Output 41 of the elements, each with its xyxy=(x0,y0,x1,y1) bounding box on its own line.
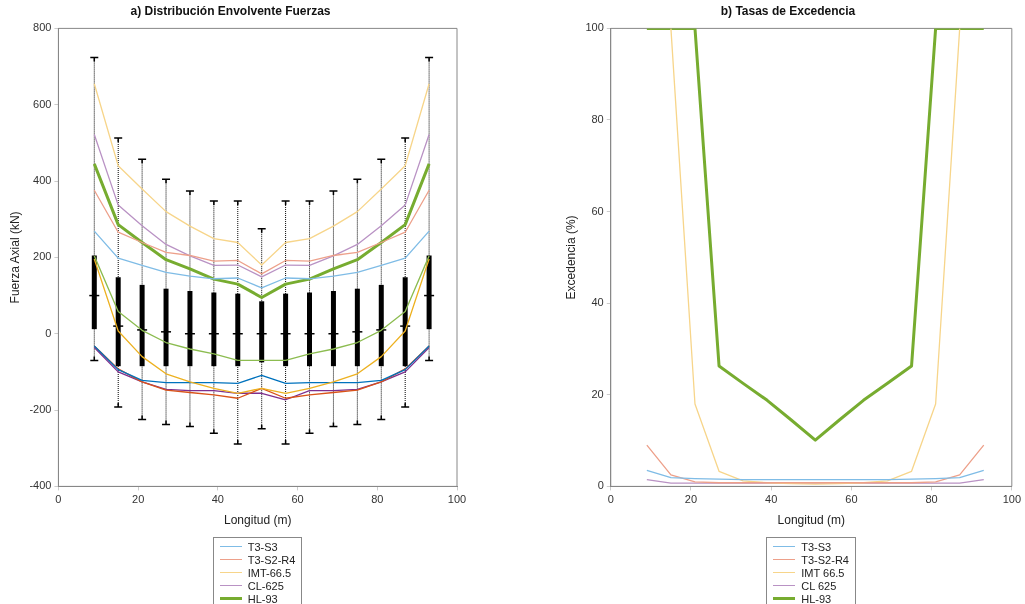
x-tick-label: 60 xyxy=(291,493,304,506)
x-tick-label: 40 xyxy=(211,493,224,506)
x-tick-label: 40 xyxy=(765,493,778,506)
x-tick-label: 0 xyxy=(607,493,614,506)
y-tick-label: 0 xyxy=(45,326,52,339)
y-tick-label: -400 xyxy=(29,479,52,492)
x-tick-label: 0 xyxy=(55,493,62,506)
y-tick-label: 200 xyxy=(33,250,52,263)
legend-label: HL-93 xyxy=(247,592,278,604)
x-tick-label: 20 xyxy=(684,493,698,506)
x-tick-label: 80 xyxy=(925,493,938,506)
y-tick-label: 40 xyxy=(591,296,604,309)
chart-title: a) Distribución Envolvente Fuerzas xyxy=(130,3,331,18)
legend-label: CL-625 xyxy=(247,579,284,592)
x-tick-label: 100 xyxy=(447,493,467,506)
legend-label: T3-S3 xyxy=(247,540,278,553)
legend-label: T3-S2-R4 xyxy=(247,553,296,566)
legend-label: CL 625 xyxy=(801,579,837,592)
y-tick-label: 80 xyxy=(591,113,604,126)
x-tick-label: 80 xyxy=(371,493,384,506)
y-tick-label: 100 xyxy=(585,21,604,34)
x-tick-label: 100 xyxy=(1002,493,1021,506)
y-tick-label: 400 xyxy=(33,174,52,187)
x-tick-label: 60 xyxy=(845,493,858,506)
x-tick-label: 20 xyxy=(132,493,145,506)
legend-label: IMT 66.5 xyxy=(801,566,845,579)
y-tick-label: 0 xyxy=(597,479,604,492)
y-tick-label: 600 xyxy=(33,97,52,110)
y-tick-label: 800 xyxy=(33,21,52,34)
x-axis-title: Longitud (m) xyxy=(777,513,845,528)
y-axis-title: Fuerza Axial (kN) xyxy=(7,211,22,304)
x-axis-title: Longitud (m) xyxy=(224,513,292,528)
y-tick-label: 20 xyxy=(591,387,604,400)
y-tick-label: -200 xyxy=(29,403,52,416)
y-axis-title: Excedencia (%) xyxy=(563,215,578,300)
y-tick-label: 60 xyxy=(591,204,604,217)
legend-label: HL-93 xyxy=(801,592,832,604)
chart-title: b) Tasas de Excedencia xyxy=(720,3,856,18)
legend-label: IMT-66.5 xyxy=(247,566,292,579)
legend-label: T3-S2-R4 xyxy=(801,553,849,566)
legend-label: T3-S3 xyxy=(801,540,832,553)
